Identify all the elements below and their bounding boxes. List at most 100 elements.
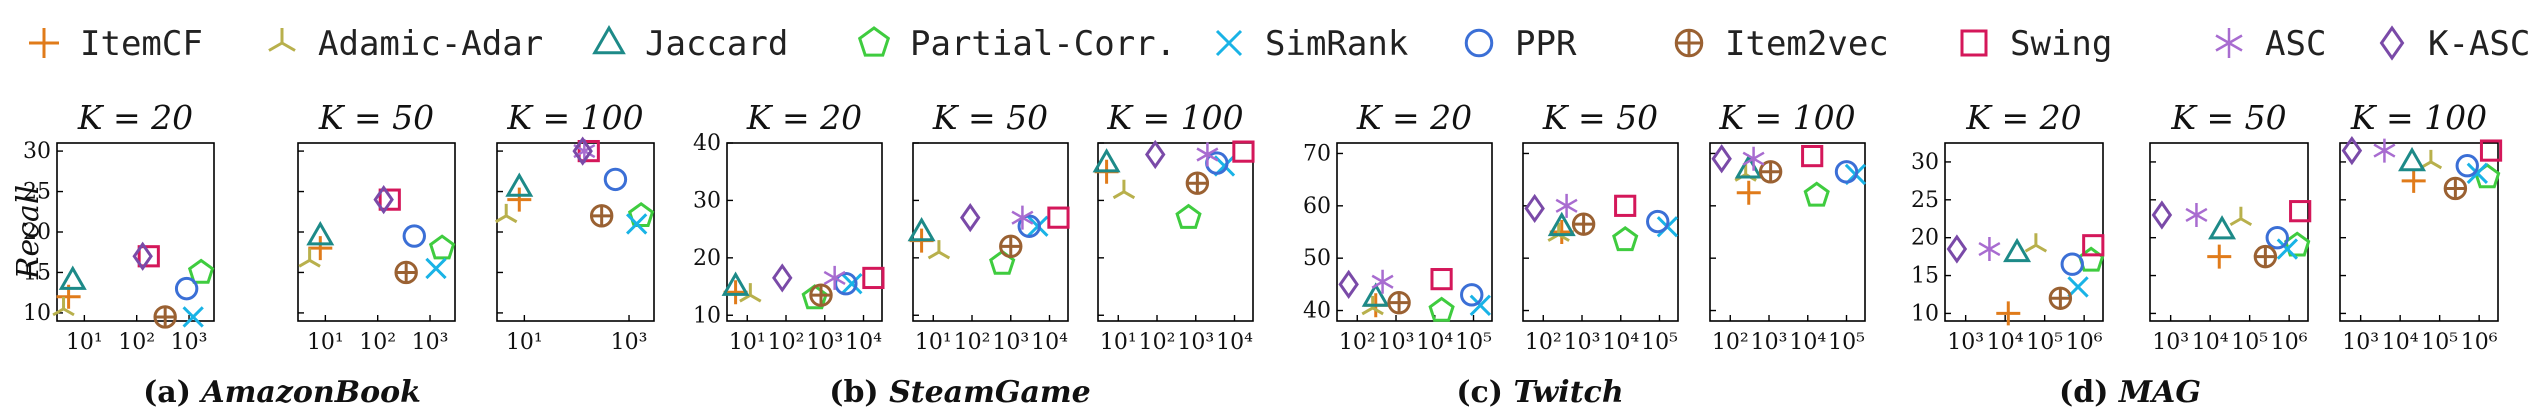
point-item2vec (394, 260, 418, 285)
point-ppr (1460, 283, 1484, 307)
point-itemcf (2207, 244, 2232, 269)
point-jaccard (58, 265, 87, 290)
point-itemcf (1996, 301, 2021, 326)
point-ppr (1834, 160, 1859, 184)
caption-prefix: (b) (829, 375, 889, 410)
legend-marker-item2vec-icon (1674, 28, 1704, 58)
x-tick-label: 10² (1339, 330, 1376, 355)
point-kasc (1711, 144, 1732, 174)
point-simrank (182, 306, 204, 328)
point-jaccard (2398, 146, 2427, 172)
x-tick-label: 10⁶ (2271, 330, 2308, 355)
subplot-title: K = 20 (746, 98, 862, 137)
panel-caption: (d) MAG (2059, 375, 2201, 410)
y-tick-label: 10 (693, 303, 721, 328)
plot-frame (2149, 142, 2309, 322)
x-tick-label: 10² (118, 330, 155, 355)
point-jaccard (2208, 215, 2237, 240)
point-asc (1555, 193, 1578, 218)
point-ppr (2265, 225, 2289, 250)
x-tick-label: 10³ (1378, 330, 1415, 355)
x-tick-label: 10⁵ (2421, 330, 2458, 355)
plot-frame (297, 142, 456, 322)
legend-marker-simrank-icon (1215, 29, 1243, 57)
point-jaccard (1547, 211, 1576, 237)
point-partial (989, 249, 1016, 275)
point-asc (2373, 138, 2396, 163)
subplot-mag-k1: K = 50 10³ 10⁴ 10⁵ 10⁶ (2149, 98, 2312, 355)
point-ppr (603, 167, 628, 192)
point-asc (1196, 142, 1219, 167)
point-itemcf (308, 236, 333, 261)
x-tick-label: 10² (768, 330, 805, 355)
caption-dataset: SteamGame (889, 375, 1091, 410)
point-itemcf (1736, 180, 1761, 205)
y-axis-label: Recall (11, 185, 46, 280)
point-adamic (298, 248, 321, 268)
legend-label-itemcf: ItemCF (80, 24, 203, 64)
point-itemcf (507, 187, 532, 212)
point-adamic (927, 240, 951, 260)
legend-item-itemcf: ItemCF (29, 24, 203, 64)
subplot-twitch-k2: K = 100 10² 10³ 10⁴ 10⁵ (1709, 98, 1867, 355)
y-tick-label: 15 (1911, 264, 1939, 289)
point-adamic (2419, 149, 2443, 170)
x-tick-label: 10² (1712, 330, 1749, 355)
x-tick-label: 10¹ (66, 330, 103, 355)
point-kasc (1524, 193, 1545, 224)
x-tick-label: 10⁴ (1602, 330, 1639, 355)
point-adamic (2024, 233, 2048, 253)
point-asc (1742, 146, 1765, 171)
x-tick-label: 10⁵ (2026, 330, 2063, 355)
point-item2vec (999, 234, 1023, 259)
legend-item-adamic: Adamic-Adar (268, 24, 543, 64)
legend-item-asc: ASC (2215, 24, 2326, 64)
y-tick-label: 40 (1303, 299, 1331, 324)
legend-marker-ppr-icon (1464, 28, 1494, 58)
x-tick-label: 10¹ (1100, 330, 1137, 355)
x-tick-label: 10⁶ (2461, 330, 2498, 355)
subplot-title: K = 20 (1965, 98, 2081, 137)
point-partial (187, 258, 215, 284)
point-asc (823, 265, 846, 290)
x-tick-label: 10² (1139, 330, 1176, 355)
x-tick-label: 10⁴ (1416, 330, 1453, 355)
plot-frame (726, 142, 883, 322)
point-partial (1803, 181, 1830, 207)
x-tick-label: 10² (359, 330, 396, 355)
subplot-title: K = 50 (1542, 98, 1658, 137)
x-tick-label: 10⁵ (1455, 330, 1492, 355)
subplot-twitch-k1: K = 50 10² 10³ 10⁴ 10⁵ (1522, 98, 1679, 355)
subplot-amazonbook-k2: K = 100 10¹ 10³ (495, 98, 655, 355)
y-tick-label: 20 (23, 220, 51, 245)
point-ppr (2060, 252, 2084, 276)
point-itemcf (2401, 168, 2426, 193)
point-adamic (2229, 206, 2253, 227)
x-tick-label: 10⁵ (2231, 330, 2268, 355)
legend-item-jaccard: Jaccard (592, 24, 788, 64)
point-swing (378, 188, 401, 211)
point-item2vec (1185, 171, 1210, 195)
point-adamic (1112, 179, 1136, 200)
point-item2vec (2048, 286, 2073, 310)
point-swing (1801, 144, 1824, 168)
x-tick-label: 10¹ (915, 330, 952, 355)
subplot-title: K = 50 (318, 98, 434, 137)
legend-marker-adamic-icon (268, 28, 296, 52)
x-tick-label: 10² (954, 330, 991, 355)
legend-item-ppr: PPR (1464, 24, 1577, 64)
x-tick-label: 10³ (412, 330, 449, 355)
point-ppr (174, 276, 199, 301)
point-asc (1371, 269, 1394, 294)
y-tick-label: 10 (1911, 301, 1939, 326)
caption-prefix: (d) (2059, 375, 2119, 410)
plot-frame (2339, 142, 2499, 322)
subplot-mag-k2: K = 100 10³ 10⁴ 10⁵ 10⁶ (2339, 98, 2503, 355)
point-jaccard (1361, 282, 1390, 307)
legend-label-asc: ASC (2265, 24, 2326, 64)
plot-frame (1336, 142, 1493, 322)
point-kasc (373, 185, 394, 215)
point-item2vec (1758, 160, 1783, 184)
